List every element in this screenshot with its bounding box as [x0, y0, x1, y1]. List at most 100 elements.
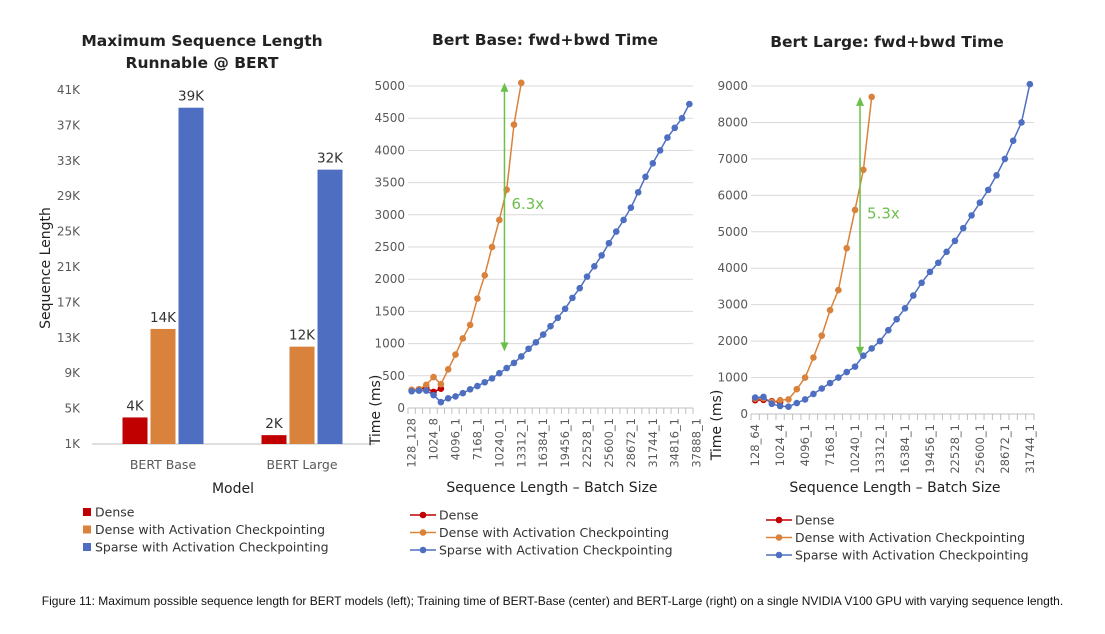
x-axis-title: Model: [212, 481, 254, 497]
legend-label: Sparse with Activation Checkpointing: [95, 540, 329, 555]
data-point: [851, 363, 859, 370]
y-tick-label: 3500: [374, 176, 405, 190]
annotation-label: 5.3x: [867, 204, 900, 222]
y-tick-label: 3000: [374, 208, 405, 222]
annotation-arrowhead-bottom: [500, 342, 509, 352]
legend-label: Dense: [95, 505, 135, 520]
x-axis-title: Sequence Length – Batch Size: [789, 480, 1000, 496]
data-point: [474, 382, 481, 390]
data-point: [851, 206, 859, 214]
x-tick-label: 10240_1: [848, 424, 862, 474]
y-tick-label: 4000: [717, 261, 748, 275]
legend-marker: [419, 511, 427, 519]
data-point: [576, 284, 584, 292]
bar-value-label: 12K: [289, 328, 316, 344]
bar: [122, 417, 148, 444]
data-point: [634, 188, 642, 196]
legend-label: Dense with Activation Checkpointing: [95, 522, 325, 537]
y-tick-label: 4000: [374, 143, 405, 157]
legend-swatch: [83, 543, 91, 551]
data-point: [671, 124, 679, 132]
data-point: [686, 100, 693, 108]
bert-large-time-chart: Bert Large: fwd+bwd Time 0 1000 2000 3000 400…: [709, 33, 1037, 563]
data-point: [810, 390, 817, 398]
max-seq-length-bar-chart: Maximum Sequence Length Runnable @ BERT 1K…: [38, 32, 375, 555]
data-point: [437, 385, 445, 392]
data-point: [835, 374, 842, 381]
data-point: [801, 374, 809, 381]
y-tick-label: 1K: [64, 437, 81, 451]
data-point: [826, 379, 834, 387]
data-point: [835, 286, 842, 294]
data-point: [860, 166, 867, 174]
data-point: [776, 402, 784, 410]
data-point: [793, 385, 801, 393]
data-point: [843, 244, 851, 252]
data-point: [926, 268, 934, 276]
data-point: [481, 272, 489, 279]
data-point: [532, 339, 540, 346]
x-tick-label: 7168_1: [470, 418, 484, 460]
y-tick-label: 5K: [64, 402, 81, 416]
data-point: [466, 386, 474, 393]
y-tick-label: 21K: [57, 260, 81, 274]
data-point: [976, 199, 984, 206]
data-point: [481, 378, 489, 386]
x-tick-label: 128_64: [748, 424, 762, 466]
x-tick-label: 28672_1: [998, 424, 1012, 474]
data-point: [408, 387, 415, 395]
bar-value-label: 4K: [126, 398, 145, 414]
data-point: [1001, 155, 1009, 163]
legend-swatch: [83, 508, 91, 516]
data-point: [444, 366, 452, 373]
data-point: [510, 359, 518, 367]
data-point: [843, 368, 851, 376]
data-point: [1026, 80, 1034, 88]
y-tick-label: 29K: [57, 189, 81, 203]
x-tick-label: 128_128: [405, 418, 419, 468]
data-point: [968, 212, 975, 219]
x-tick-label: 22528_1: [948, 424, 962, 474]
data-point: [649, 159, 657, 167]
data-point: [620, 216, 627, 224]
data-point: [459, 335, 467, 342]
data-point: [605, 239, 613, 247]
data-point: [569, 294, 576, 302]
data-point: [901, 305, 909, 312]
annotation-label: 6.3x: [511, 195, 544, 213]
data-point: [510, 121, 518, 128]
y-tick-label: 37K: [57, 118, 81, 132]
data-point: [525, 345, 532, 353]
y-tick-label: 5000: [717, 225, 748, 239]
y-tick-label: 9K: [64, 366, 81, 380]
data-point: [422, 381, 430, 389]
legend-marker: [419, 529, 427, 536]
legend-swatch: [83, 525, 91, 534]
data-point: [466, 321, 474, 329]
x-tick-label: 19456_1: [923, 424, 937, 474]
y-tick-label: 1000: [717, 371, 748, 385]
data-point: [612, 228, 620, 235]
y-tick-label: 7000: [717, 152, 748, 166]
data-point: [591, 263, 598, 270]
data-point: [876, 337, 884, 345]
data-point: [422, 387, 430, 394]
x-tick-label: 4096_1: [449, 418, 463, 460]
data-point: [959, 224, 967, 232]
y-tick-label: 5000: [374, 79, 405, 93]
data-point: [793, 399, 801, 407]
data-point: [801, 396, 809, 403]
y-axis-title: Time (ms): [709, 390, 725, 462]
bar: [317, 169, 343, 444]
data-point: [818, 332, 826, 339]
series-line: [411, 82, 523, 391]
x-tick-label: 37888_1: [690, 418, 704, 468]
data-point: [678, 114, 686, 122]
x-tick-label: 13312_1: [873, 424, 887, 474]
x-tick-label: 7168_1: [823, 424, 837, 466]
data-point: [860, 352, 867, 359]
data-point: [444, 395, 452, 402]
y-tick-label: 0: [740, 407, 748, 421]
y-tick-label: 13K: [57, 331, 81, 345]
legend-label: Dense with Activation Checkpointing: [795, 530, 1025, 545]
